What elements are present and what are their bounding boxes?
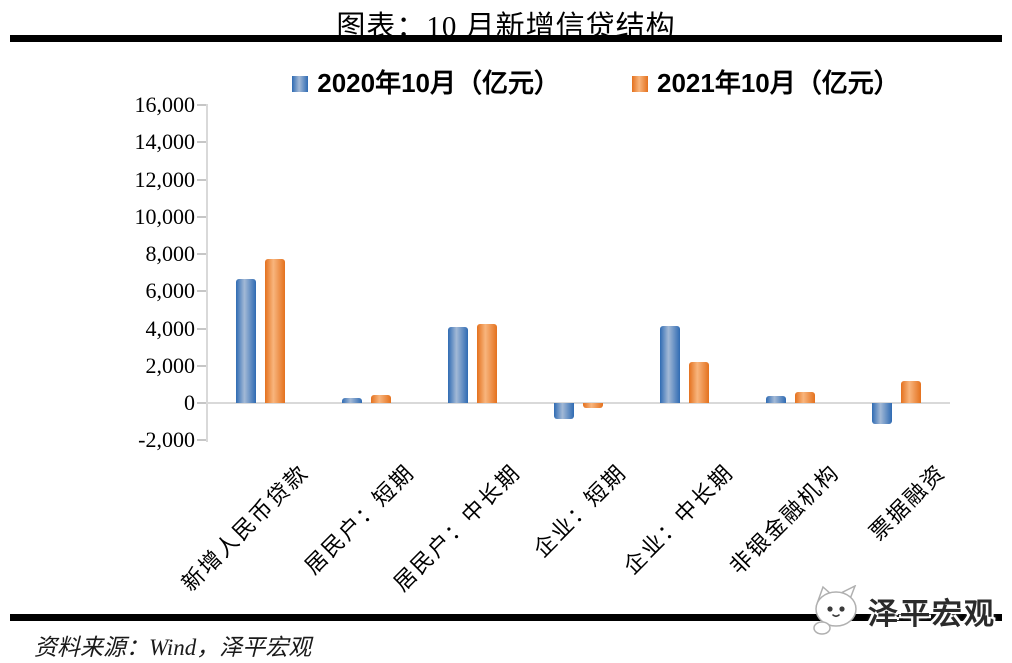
x-category-label: 新增人民币贷款	[176, 459, 314, 597]
bar-series-0-cat-6	[872, 403, 893, 424]
y-axis-line	[206, 104, 208, 442]
legend-label-2020: 2020年10月（亿元）	[317, 68, 560, 98]
bar-series-1-cat-6	[901, 381, 922, 403]
bar-series-1-cat-5	[795, 392, 816, 403]
y-axis-tick	[197, 364, 207, 367]
y-axis-label: 12,000	[134, 166, 196, 192]
bar-series-0-cat-1	[341, 397, 362, 403]
y-axis-tick	[197, 439, 207, 442]
zero-baseline	[207, 402, 950, 404]
bar-series-1-cat-1	[370, 395, 391, 403]
y-axis-label: 10,000	[134, 203, 196, 229]
cat-face-icon	[813, 585, 857, 635]
y-axis-label: 2,000	[145, 352, 196, 378]
y-axis-tick	[197, 327, 207, 330]
y-axis-tick	[197, 215, 207, 218]
source-note: 资料来源：Wind，泽平宏观	[34, 635, 312, 660]
y-axis-tick	[197, 104, 207, 106]
x-category-label: 票据融资	[864, 459, 951, 546]
watermark-label: 泽平宏观	[868, 598, 996, 631]
y-axis-label: 8,000	[145, 241, 196, 266]
bottom-rule	[10, 614, 1002, 621]
legend-item-2021: 2021年10月（亿元）	[632, 69, 900, 98]
top-rule	[10, 35, 1002, 42]
y-axis-label: 16,000	[134, 92, 196, 117]
x-category-label: 企业：短期	[529, 459, 632, 563]
y-axis-label: 14,000	[134, 129, 196, 155]
legend-item-2020: 2020年10月（亿元）	[292, 69, 560, 98]
bar-series-1-cat-0	[264, 258, 285, 403]
y-axis-tick	[197, 402, 207, 404]
y-axis-label: 4,000	[145, 315, 196, 341]
bar-series-0-cat-2	[447, 327, 468, 403]
legend-swatch-2020	[292, 76, 309, 92]
y-axis-tick	[197, 290, 207, 293]
x-category-label: 企业：中长期	[618, 459, 738, 580]
y-axis-tick	[197, 178, 207, 181]
y-axis-tick	[197, 141, 207, 144]
y-axis-label: 6,000	[145, 278, 196, 304]
bar-series-0-cat-4	[660, 326, 681, 403]
y-axis-tick	[197, 253, 207, 255]
bar-series-1-cat-3	[583, 403, 603, 409]
bar-series-0-cat-3	[554, 403, 574, 419]
watermark: 泽平宏观	[810, 585, 996, 637]
bar-series-1-cat-4	[689, 362, 710, 403]
y-axis-label: 0	[184, 390, 195, 415]
legend-label-2021: 2021年10月（亿元）	[657, 68, 900, 98]
bar-series-0-cat-0	[235, 278, 256, 403]
x-category-label: 非银金融机构	[724, 459, 845, 580]
y-axis-label: -2,000	[138, 427, 195, 453]
chart-legend: 2020年10月（亿元） 2021年10月（亿元）	[207, 69, 985, 98]
bar-series-0-cat-5	[766, 396, 787, 403]
legend-swatch-2021	[632, 76, 648, 92]
bar-series-1-cat-2	[476, 324, 497, 403]
